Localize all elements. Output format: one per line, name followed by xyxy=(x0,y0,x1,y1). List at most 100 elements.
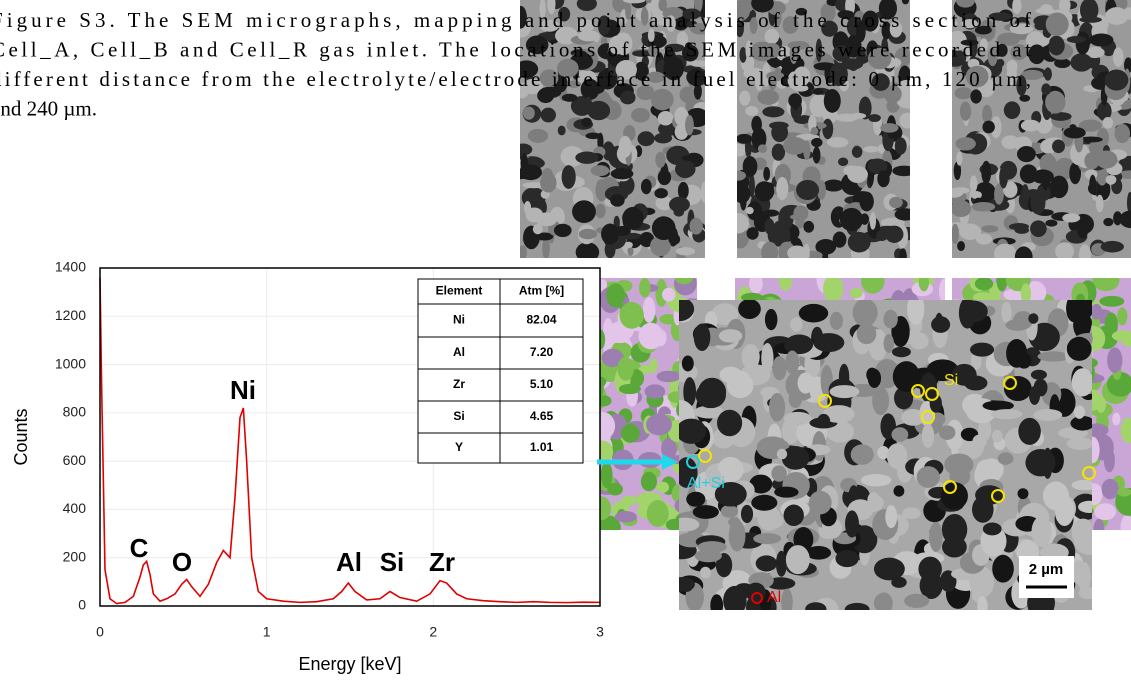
grain xyxy=(748,174,755,198)
grain xyxy=(614,32,633,56)
grain xyxy=(904,593,930,608)
grain xyxy=(926,359,959,382)
grain xyxy=(1092,278,1120,292)
grain xyxy=(798,303,829,323)
grain xyxy=(1010,44,1028,61)
grain xyxy=(1037,351,1070,362)
grain xyxy=(675,278,693,285)
grain xyxy=(593,32,600,43)
y-tick-label: 1200 xyxy=(55,307,86,323)
grain xyxy=(815,239,837,255)
grain xyxy=(1001,301,1012,323)
grain xyxy=(871,73,890,91)
grain xyxy=(690,23,705,35)
grain xyxy=(1089,33,1114,47)
grain xyxy=(649,236,671,257)
grain xyxy=(540,172,557,193)
grain xyxy=(750,41,775,62)
grain xyxy=(1039,153,1057,174)
grain xyxy=(797,372,814,394)
grain xyxy=(805,602,827,610)
grain xyxy=(788,390,802,409)
grain xyxy=(658,0,668,12)
grain xyxy=(625,0,632,20)
grain xyxy=(1078,500,1092,513)
grain xyxy=(1055,242,1075,258)
grain xyxy=(749,17,758,34)
grain xyxy=(1103,448,1115,473)
point-marker xyxy=(925,387,939,401)
table-cell: Y xyxy=(455,440,463,454)
grain xyxy=(668,196,690,213)
grain xyxy=(728,520,746,552)
grain xyxy=(663,49,677,68)
grain xyxy=(590,165,610,177)
grain xyxy=(845,34,862,58)
grain xyxy=(1096,101,1112,121)
grain xyxy=(957,240,965,252)
grain xyxy=(755,555,778,572)
grain xyxy=(817,413,831,429)
grain xyxy=(741,292,763,303)
grain xyxy=(778,278,793,291)
grain xyxy=(996,43,1008,57)
grain xyxy=(683,377,697,407)
grain xyxy=(774,486,799,498)
grain xyxy=(810,127,819,136)
grain xyxy=(1041,83,1051,96)
y-tick-label: 800 xyxy=(63,404,87,420)
grain xyxy=(982,104,992,124)
grain xyxy=(666,145,690,166)
grain xyxy=(1119,210,1131,229)
grain xyxy=(561,93,578,102)
plot-frame xyxy=(99,267,601,607)
grain xyxy=(972,496,994,523)
grain xyxy=(737,18,745,38)
grain xyxy=(1071,368,1092,397)
grain xyxy=(844,602,870,610)
grain xyxy=(952,188,964,198)
grain xyxy=(823,88,841,113)
grain xyxy=(785,545,810,575)
grain xyxy=(921,423,935,448)
y-tick-label: 400 xyxy=(63,500,87,516)
grain xyxy=(1126,192,1131,214)
scale-bar-box xyxy=(1019,556,1074,598)
grain xyxy=(785,350,800,375)
grain xyxy=(622,206,644,230)
grain xyxy=(1078,244,1091,258)
grain xyxy=(647,28,655,43)
grain xyxy=(1020,119,1041,132)
grain xyxy=(805,546,832,560)
grain xyxy=(885,505,898,529)
grain xyxy=(891,427,909,442)
grain xyxy=(994,183,1004,205)
grain xyxy=(631,107,650,123)
grain xyxy=(542,236,550,258)
grain xyxy=(1020,283,1031,304)
grain xyxy=(739,90,751,106)
grain xyxy=(751,127,767,150)
grain xyxy=(600,461,613,489)
grain xyxy=(617,356,634,381)
grain xyxy=(954,87,973,100)
grain xyxy=(970,342,995,357)
grain xyxy=(693,83,702,100)
grain xyxy=(1021,69,1044,81)
grain xyxy=(892,165,910,177)
point-marker xyxy=(686,455,700,469)
grain xyxy=(642,296,656,323)
grain xyxy=(850,444,874,465)
grain xyxy=(1079,0,1099,22)
caption-line: Cell_A, Cell_B and Cell_R gas inlet. The… xyxy=(0,37,1031,61)
grain xyxy=(763,166,771,181)
grain xyxy=(835,549,859,568)
grain xyxy=(862,10,879,32)
grain xyxy=(710,594,724,610)
grain xyxy=(646,500,669,527)
grain xyxy=(622,0,646,4)
grain xyxy=(976,459,998,480)
grain xyxy=(701,181,705,204)
grain xyxy=(776,448,788,460)
